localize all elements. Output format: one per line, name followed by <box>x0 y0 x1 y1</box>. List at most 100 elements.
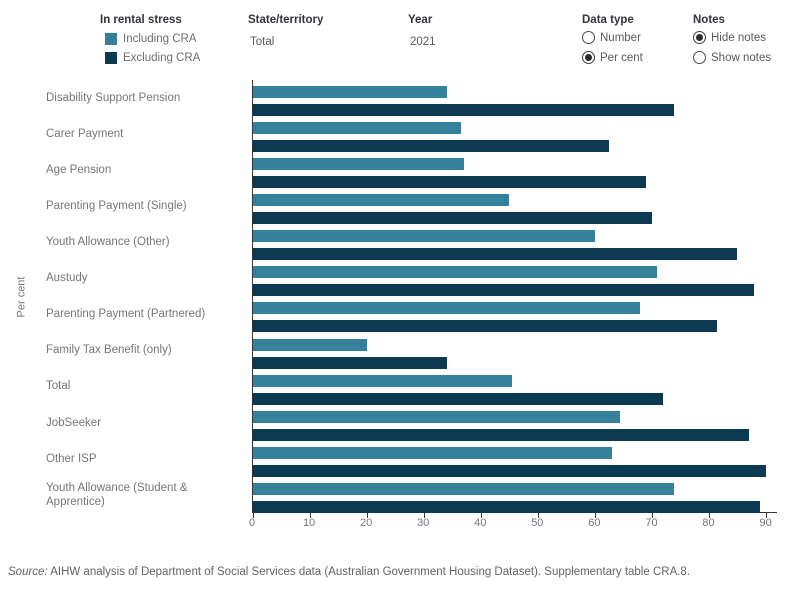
axis-tick-label: 30 <box>417 517 430 529</box>
axis-tick-label: 60 <box>588 517 601 529</box>
axis-tick-label: 10 <box>302 517 316 529</box>
category-label: Youth Allowance (Other) <box>46 236 170 249</box>
filter-state-label: State/territory <box>248 14 324 26</box>
bar-excluding-cra[interactable] <box>253 500 760 513</box>
bar-including-cra[interactable] <box>253 374 513 387</box>
category-label: Youth Allowance (Student & Apprentice) <box>46 481 188 508</box>
axis-tick-label: 80 <box>702 517 715 529</box>
bar-group <box>253 333 777 369</box>
category-label: Other ISP <box>46 452 97 465</box>
source-prefix: Source: <box>8 566 48 578</box>
filter-year-label: Year <box>408 14 433 26</box>
radio-option-label: Number <box>600 31 641 44</box>
radio-option-label: Show notes <box>711 51 772 64</box>
radio-option-number[interactable]: Number <box>582 31 641 44</box>
bar-including-cra[interactable] <box>253 446 612 459</box>
bar-group <box>253 260 777 297</box>
legend-item-label: Including CRA <box>123 33 197 45</box>
filter-year-value[interactable]: 2021 <box>410 36 436 48</box>
bar-including-cra[interactable] <box>253 230 595 243</box>
legend-title: In rental stress <box>100 14 182 26</box>
category-label: Disability Support Pension <box>46 91 181 104</box>
bar-excluding-cra[interactable] <box>253 176 646 189</box>
bar-group <box>253 441 777 477</box>
category-label: Carer Payment <box>46 127 124 140</box>
bar-excluding-cra[interactable] <box>253 212 652 225</box>
axis-tick <box>423 512 425 518</box>
bar-excluding-cra[interactable] <box>253 320 718 333</box>
radio-option-label: Hide notes <box>711 31 766 44</box>
bar-including-cra[interactable] <box>253 266 658 279</box>
axis-tick-label: 50 <box>531 517 544 529</box>
data-type-group-label: Data type <box>582 14 634 26</box>
bar-group <box>253 152 777 189</box>
bar-group <box>253 296 777 333</box>
bar-excluding-cra[interactable] <box>253 284 755 297</box>
bar-group <box>253 116 777 153</box>
bar-including-cra[interactable] <box>253 338 367 351</box>
axis-tick <box>253 512 254 518</box>
plot-area <box>252 80 777 518</box>
bar-excluding-cra[interactable] <box>253 140 609 153</box>
bar-including-cra[interactable] <box>253 482 675 495</box>
x-axis-tick-labels: 0 10 20 30 40 50 60 70 80 90 <box>248 517 777 533</box>
category-axis: Disability Support Pension Carer Payment A… <box>46 80 246 513</box>
category-label: Parenting Payment (Single) <box>46 200 187 213</box>
radio-option-per-cent[interactable]: Per cent <box>582 51 643 64</box>
source-text: AIHW analysis of Department of Social Se… <box>50 566 691 578</box>
radio-dot <box>696 34 703 41</box>
category-label: Austudy <box>46 272 88 285</box>
bar-excluding-cra[interactable] <box>253 104 675 116</box>
notes-group-label: Notes <box>693 14 725 26</box>
category-label: Age Pension <box>46 164 112 176</box>
bar-excluding-cra[interactable] <box>253 248 738 261</box>
radio-unselected-icon <box>693 51 706 64</box>
axis-tick <box>480 512 482 518</box>
bar-including-cra[interactable] <box>253 86 447 98</box>
axis-tick <box>594 512 596 518</box>
radio-dot <box>585 54 592 61</box>
filter-state-value[interactable]: Total <box>250 36 275 48</box>
bar-excluding-cra[interactable] <box>253 356 447 369</box>
radio-option-show-notes[interactable]: Show notes <box>693 51 771 64</box>
bar-including-cra[interactable] <box>253 410 621 423</box>
category-label: Family Tax Benefit (only) <box>46 344 172 357</box>
source-note: Source: AIHW analysis of Department of S… <box>8 566 792 578</box>
legend-item[interactable]: Including CRA <box>105 33 197 45</box>
bar-including-cra[interactable] <box>253 194 510 207</box>
bar-including-cra[interactable] <box>253 158 464 171</box>
bar-excluding-cra[interactable] <box>253 464 766 477</box>
bar-group <box>253 477 777 513</box>
radio-selected-icon <box>582 51 595 64</box>
bar-group <box>253 405 777 441</box>
axis-tick <box>708 512 710 518</box>
axis-tick <box>309 512 311 518</box>
axis-tick <box>537 512 539 518</box>
legend-item-label: Excluding CRA <box>123 52 201 64</box>
radio-option-hide-notes[interactable]: Hide notes <box>693 31 766 44</box>
bar-group <box>253 369 777 405</box>
axis-tick <box>651 512 653 518</box>
axis-tick <box>765 512 767 518</box>
category-label: JobSeeker <box>46 416 101 429</box>
bar-group <box>253 224 777 261</box>
radio-selected-icon <box>693 31 706 44</box>
legend-item[interactable]: Excluding CRA <box>105 52 200 64</box>
axis-tick-label: 70 <box>645 517 658 529</box>
radio-option-label: Per cent <box>600 51 643 64</box>
bar-excluding-cra[interactable] <box>253 392 664 405</box>
radio-unselected-icon <box>582 31 595 44</box>
y-axis-title: Per cent <box>15 276 27 317</box>
bar-excluding-cra[interactable] <box>253 428 749 441</box>
category-label: Total <box>46 380 71 393</box>
bar-including-cra[interactable] <box>253 122 461 135</box>
axis-tick-label: 90 <box>759 517 772 529</box>
axis-tick-label: 0 <box>248 517 256 529</box>
legend-swatch-icon <box>105 52 117 64</box>
bar-group <box>253 188 777 225</box>
bar-group <box>253 80 777 116</box>
legend-swatch-icon <box>105 33 117 45</box>
bar-including-cra[interactable] <box>253 302 641 315</box>
axis-tick-label: 20 <box>360 517 373 529</box>
